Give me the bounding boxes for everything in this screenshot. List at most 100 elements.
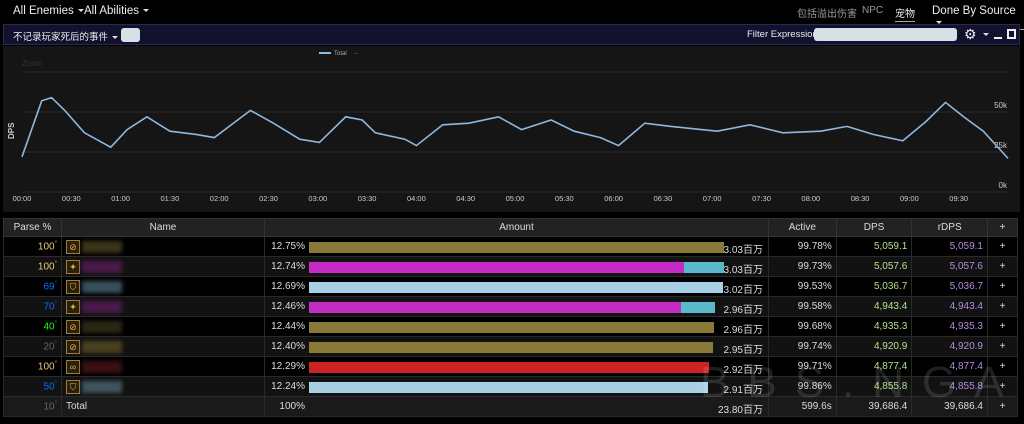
player-name-redacted bbox=[82, 241, 122, 253]
amount-bar-segment bbox=[309, 342, 713, 353]
x-tick-label: 04:30 bbox=[456, 194, 475, 203]
name-cell[interactable]: ✦ bbox=[61, 256, 265, 277]
amount-value: 2.96百万 bbox=[723, 305, 763, 316]
amount-cell: 100% 23.80百万 bbox=[264, 396, 769, 417]
name-cell[interactable]: ⛉ bbox=[61, 276, 265, 297]
amount-bar-segment bbox=[680, 302, 715, 313]
rdps-cell: 4,877.4 bbox=[911, 356, 988, 377]
gear-icon[interactable]: ⚙ bbox=[964, 26, 977, 42]
legend-other[interactable]: -- bbox=[354, 51, 358, 57]
toggle-pets[interactable]: 宠物 bbox=[895, 5, 915, 22]
expand-button[interactable]: + bbox=[987, 256, 1018, 277]
parse-value: 20 bbox=[43, 341, 55, 353]
dps-chart-svg: Total -- Zoom DPS 0k 25k 50k 00:00 00:30 01:0… bbox=[7, 51, 1009, 203]
filter-expression-input[interactable] bbox=[814, 28, 957, 41]
dps-cell: 5,057.6 bbox=[835, 256, 913, 277]
dps-cell: 4,943.4 bbox=[835, 296, 913, 317]
amount-percent: 100% bbox=[279, 401, 305, 412]
table-row[interactable]: 100° ∞ 12.29% 2.92百万 99.71% 4,877.4 4,877… bbox=[3, 356, 1018, 377]
x-tick-label: 08:00 bbox=[801, 194, 820, 203]
caret-down-icon bbox=[142, 9, 149, 13]
column-header[interactable]: + bbox=[987, 218, 1018, 237]
amount-bar bbox=[309, 382, 724, 393]
expand-button[interactable]: + bbox=[987, 296, 1018, 317]
abilities-label: All Abilities bbox=[84, 5, 139, 17]
spec-icon: ⛉ bbox=[66, 279, 80, 294]
column-header[interactable]: DPS bbox=[835, 218, 913, 237]
expand-button[interactable]: + bbox=[987, 316, 1018, 337]
column-header[interactable]: Parse % bbox=[3, 218, 62, 237]
active-cell: 99.68% bbox=[768, 316, 837, 337]
parse-value: 70 bbox=[43, 301, 55, 313]
name-cell[interactable]: ⊘ bbox=[61, 236, 265, 257]
dps-cell: 5,059.1 bbox=[835, 236, 913, 257]
parse-cell: 40° bbox=[3, 316, 62, 337]
spec-icon: ⊘ bbox=[66, 319, 80, 334]
amount-bar bbox=[309, 262, 724, 273]
maximize-icon[interactable] bbox=[1007, 29, 1016, 39]
parse-value: 100 bbox=[37, 361, 55, 373]
y-tick-label: 0k bbox=[999, 181, 1008, 190]
zoom-label[interactable]: Zoom bbox=[22, 59, 43, 68]
name-cell[interactable]: ⊘ bbox=[61, 336, 265, 357]
legend-total[interactable]: Total bbox=[334, 51, 347, 57]
expand-button[interactable]: + bbox=[987, 356, 1018, 377]
rdps-cell: 5,057.6 bbox=[911, 256, 988, 277]
table-row[interactable]: 100° ✦ 12.74% 3.03百万 99.73% 5,057.6 5,057… bbox=[3, 256, 1018, 277]
amount-bar-segment bbox=[309, 282, 723, 293]
player-name-redacted bbox=[82, 361, 122, 373]
x-tick-label: 07:00 bbox=[703, 194, 722, 203]
amount-percent: 12.75% bbox=[271, 241, 305, 252]
name-cell[interactable]: ⊘ bbox=[61, 316, 265, 337]
amount-value: 3.02百万 bbox=[723, 285, 763, 296]
player-name-redacted bbox=[82, 261, 122, 273]
parse-cell: 100° bbox=[3, 356, 62, 377]
top-bar: All Enemies All Abilities 包括溢出伤害 NPC 宠物 … bbox=[0, 0, 1024, 30]
toggle-npc[interactable]: NPC bbox=[862, 5, 884, 16]
minimize-icon[interactable] bbox=[994, 37, 1002, 39]
expand-button[interactable]: + bbox=[987, 276, 1018, 297]
death-events-dropdown[interactable]: 不记录玩家死后的事件 bbox=[13, 29, 119, 43]
table-row[interactable]: 70° ✦ 12.46% 2.96百万 99.58% 4,943.4 4,943.… bbox=[3, 296, 1018, 317]
caret-down-icon[interactable] bbox=[983, 33, 989, 36]
parse-cell: 70° bbox=[3, 296, 62, 317]
expand-button[interactable]: + bbox=[987, 396, 1018, 417]
table-row[interactable]: 50° ⛉ 12.24% 2.91百万 99.86% 4,855.8 4,855.… bbox=[3, 376, 1018, 397]
expand-button[interactable]: + bbox=[987, 236, 1018, 257]
amount-value: 3.03百万 bbox=[723, 265, 763, 276]
table-row[interactable]: 69° ⛉ 12.69% 3.02百万 99.53% 5,036.7 5,036.… bbox=[3, 276, 1018, 297]
dps-cell: 5,036.7 bbox=[835, 276, 913, 297]
active-cell: 99.53% bbox=[768, 276, 837, 297]
options-toggle-button[interactable] bbox=[121, 28, 140, 42]
y-tick-label: 50k bbox=[994, 101, 1008, 110]
toggle-overkill[interactable]: 包括溢出伤害 bbox=[797, 9, 857, 20]
enemies-dropdown[interactable]: All Enemies bbox=[13, 5, 84, 17]
amount-bar bbox=[309, 242, 724, 253]
table-row[interactable]: 100° ⊘ 12.75% 3.03百万 99.78% 5,059.1 5,059… bbox=[3, 236, 1018, 257]
column-header[interactable]: rDPS bbox=[911, 218, 988, 237]
name-cell[interactable]: ⛉ bbox=[61, 376, 265, 397]
dps-chart: Total -- Zoom DPS 0k 25k 50k 00:00 00:30 01:0… bbox=[3, 46, 1020, 212]
amount-bar bbox=[309, 362, 724, 373]
player-name-redacted bbox=[82, 301, 122, 313]
expand-button[interactable]: + bbox=[987, 376, 1018, 397]
table-row[interactable]: 20° ⊘ 12.40% 2.95百万 99.74% 4,920.9 4,920.… bbox=[3, 336, 1018, 357]
amount-value: 3.03百万 bbox=[723, 245, 763, 256]
x-tick-label: 03:00 bbox=[308, 194, 327, 203]
spec-icon: ✦ bbox=[66, 299, 80, 314]
column-header[interactable]: Active bbox=[768, 218, 837, 237]
x-tick-label: 04:00 bbox=[407, 194, 426, 203]
dps-cell: 4,920.9 bbox=[835, 336, 913, 357]
column-header[interactable]: Name bbox=[61, 218, 265, 237]
caret-down-icon bbox=[77, 9, 84, 13]
player-name-redacted bbox=[82, 381, 122, 393]
expand-button[interactable]: + bbox=[987, 336, 1018, 357]
abilities-dropdown[interactable]: All Abilities bbox=[84, 5, 149, 17]
name-cell[interactable]: ∞ bbox=[61, 356, 265, 377]
amount-cell: 12.75% 3.03百万 bbox=[264, 236, 769, 257]
options-bar: 不记录玩家死后的事件 Filter Expression: ⚙ bbox=[3, 24, 1020, 45]
table-row[interactable]: 40° ⊘ 12.44% 2.96百万 99.68% 4,935.3 4,935.… bbox=[3, 316, 1018, 337]
dps-cell: 4,935.3 bbox=[835, 316, 913, 337]
name-cell[interactable]: ✦ bbox=[61, 296, 265, 317]
column-header[interactable]: Amount bbox=[264, 218, 769, 237]
